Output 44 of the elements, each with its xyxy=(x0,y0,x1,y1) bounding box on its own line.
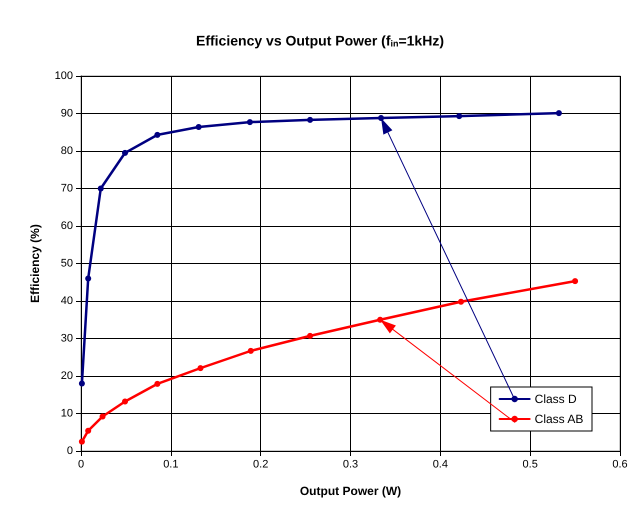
y-tick-label: 30 xyxy=(60,332,73,344)
point xyxy=(154,380,160,387)
point xyxy=(98,186,104,192)
point xyxy=(100,414,106,420)
point xyxy=(85,276,92,282)
y-tick-label: 40 xyxy=(60,295,73,307)
point xyxy=(246,119,253,126)
x-axis-title: Output Power (W) xyxy=(300,484,402,498)
x-tick-label: 0.5 xyxy=(522,458,538,470)
y-tick-label: 60 xyxy=(60,220,73,232)
y-tick-label: 0 xyxy=(66,445,73,457)
y-tick-label: 100 xyxy=(54,70,73,82)
x-tick-label: 0.1 xyxy=(163,458,178,470)
point xyxy=(196,124,202,130)
point xyxy=(122,398,128,404)
y-tick-label: 80 xyxy=(60,145,73,157)
y-tick-label: 90 xyxy=(60,108,73,120)
point xyxy=(556,110,562,116)
point xyxy=(78,380,85,386)
point xyxy=(78,438,85,445)
point xyxy=(122,150,128,156)
y-tick-label: 50 xyxy=(60,258,73,270)
y-tick-label: 10 xyxy=(60,408,73,420)
point xyxy=(307,116,314,123)
x-tick-label: 0.4 xyxy=(432,458,448,470)
x-tick-label: 0.3 xyxy=(342,458,358,470)
point xyxy=(456,113,462,120)
point xyxy=(458,298,464,305)
point xyxy=(154,132,160,138)
point xyxy=(572,278,578,284)
x-tick-label: 0.6 xyxy=(612,458,628,470)
point xyxy=(378,115,384,121)
legend-label: Class D xyxy=(534,392,577,406)
y-tick-label: 20 xyxy=(60,370,73,382)
legend-label: Class AB xyxy=(534,412,584,426)
point xyxy=(197,365,204,372)
point xyxy=(85,428,92,434)
y-axis-title: Efficiency (%) xyxy=(28,224,42,303)
x-tick-label: 0 xyxy=(78,458,84,470)
point xyxy=(248,348,254,354)
chart-title: Efficiency vs Output Power (fin=1kHz) xyxy=(196,32,444,48)
point xyxy=(307,332,314,339)
y-tick-label: 70 xyxy=(60,182,73,194)
x-tick-label: 0.2 xyxy=(253,458,268,470)
